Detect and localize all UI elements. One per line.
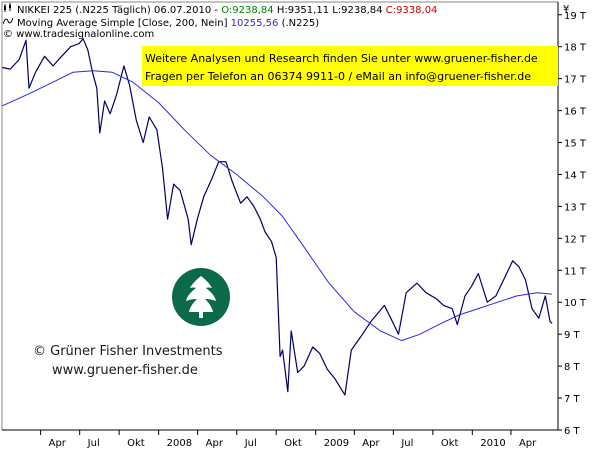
y-tick-label: 16 T (564, 107, 587, 118)
header-ma-suffix: (.N225) (281, 18, 320, 29)
y-tick-label: 18 T (564, 43, 587, 54)
currency-symbol: ¥ (563, 4, 569, 15)
x-tick-label: Okt (127, 438, 145, 449)
y-tick-label: 7 T (564, 394, 581, 405)
moving-average-line (2, 70, 553, 342)
y-tick-label: 8 T (564, 362, 581, 373)
candle-icon (3, 3, 17, 17)
price-series-line (2, 38, 553, 396)
header-line-ma: Moving Average Simple [Close, 200, Nein]… (2, 16, 320, 30)
y-tick-label: 19 T (564, 11, 587, 22)
x-tick-label: Apr (206, 438, 224, 449)
y-tick-label: 15 T (564, 139, 587, 150)
y-tick-label: 6 T (564, 426, 581, 437)
y-axis-ticks: 19 T 18 T 17 T 16 T 15 T 14 T 13 T 12 T 11 T 10 T… (558, 11, 587, 437)
header-ma-label: Moving Average Simple [Close, 200, Nein] (17, 18, 228, 29)
header-line-price: NIKKEI 225 (.N225 Täglich) 06.07.2010 - … (3, 3, 437, 17)
x-tick-label: Jul (244, 438, 257, 449)
y-tick-label: 12 T (564, 234, 587, 245)
series-layer (2, 38, 553, 396)
header-close: C:9338,04 (385, 5, 438, 16)
header-instrument: NIKKEI 225 (.N225 Täglich) 06.07.2010 - (17, 5, 219, 16)
y-tick-label: 11 T (564, 266, 587, 277)
x-tick-label: 2009 (324, 438, 349, 449)
info-line-contact: Fragen per Telefon an 06374 9911-0 / eMa… (145, 70, 532, 83)
header-ma-value: 10255,56 (230, 18, 279, 29)
wave-icon (2, 16, 17, 30)
y-tick-label: 9 T (564, 330, 581, 341)
x-tick-label: Apr (519, 438, 537, 449)
x-tick-label: Jul (400, 438, 413, 449)
x-axis-ticks: Apr Jul Okt 2008 Apr Jul Okt 2009 Apr Jul Okt 2010 A… (40, 430, 537, 449)
info-box: Weitere Analysen und Research finden Sie… (142, 46, 558, 86)
x-tick-label: Jul (87, 438, 100, 449)
y-tick-label: 17 T (564, 75, 587, 86)
header-high-low: H:9351,11 L:9238,84 (276, 5, 383, 16)
header-open: O:9238,84 (221, 5, 274, 16)
info-line-research: Weitere Analysen und Research finden Sie… (145, 52, 538, 65)
x-tick-label: Okt (284, 438, 302, 449)
y-tick-label: 13 T (564, 202, 587, 213)
x-tick-label: 2010 (480, 438, 505, 449)
x-tick-label: 2008 (167, 438, 192, 449)
x-tick-label: Apr (49, 438, 67, 449)
header-copyright: © www.tradesignalonline.com (3, 29, 155, 40)
x-tick-label: Apr (362, 438, 380, 449)
watermark-company: © Grüner Fisher Investments (33, 344, 223, 359)
watermark-url: www.gruener-fisher.de (52, 363, 198, 378)
x-tick-label: Okt (441, 438, 459, 449)
y-tick-label: 14 T (564, 170, 587, 181)
y-tick-label: 10 T (564, 298, 587, 309)
tree-logo-icon (172, 268, 230, 326)
